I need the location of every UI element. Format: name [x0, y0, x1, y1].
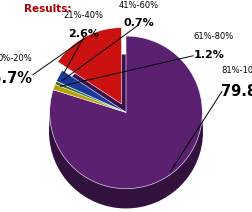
Polygon shape — [55, 81, 126, 112]
Text: 41%-60%: 41%-60% — [119, 1, 159, 10]
Text: Results:: Results: — [24, 4, 72, 14]
Text: 61%-80%: 61%-80% — [194, 32, 234, 41]
Text: 21%-40%: 21%-40% — [64, 11, 104, 20]
Text: 15.7%: 15.7% — [0, 71, 33, 86]
Text: 81%-100%: 81%-100% — [222, 66, 252, 75]
Text: 2.6%: 2.6% — [68, 29, 99, 39]
Polygon shape — [53, 84, 126, 112]
Polygon shape — [50, 36, 202, 189]
Polygon shape — [58, 28, 121, 104]
Polygon shape — [50, 113, 202, 208]
Ellipse shape — [50, 55, 202, 208]
Text: 0%-20%: 0%-20% — [0, 54, 33, 63]
Text: 0.7%: 0.7% — [123, 18, 154, 28]
Text: 79.8%: 79.8% — [222, 84, 252, 99]
Ellipse shape — [81, 102, 158, 148]
Text: 1.2%: 1.2% — [194, 50, 225, 60]
Polygon shape — [56, 70, 126, 112]
